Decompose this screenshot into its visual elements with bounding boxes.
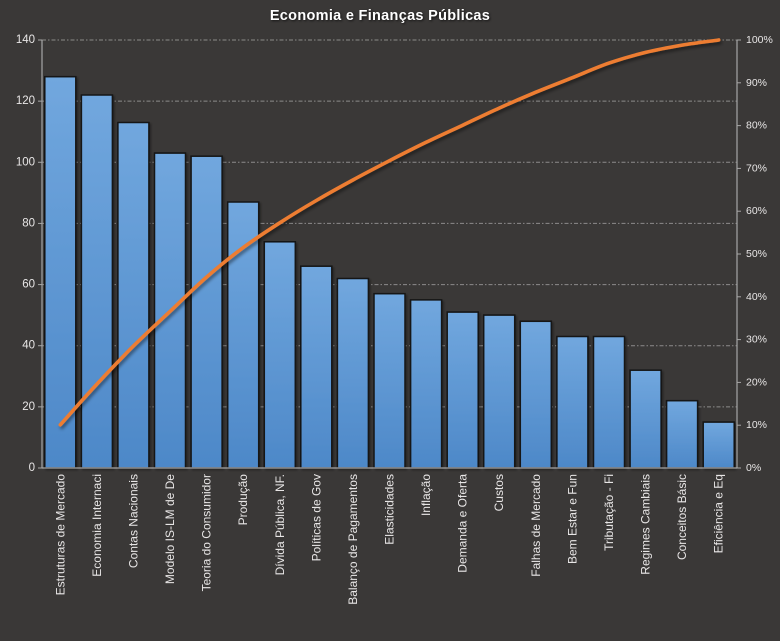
- bar[interactable]: [556, 335, 589, 469]
- bar[interactable]: [117, 121, 150, 469]
- x-axis-label: Inflação: [419, 474, 433, 516]
- y-axis-tick-label: 60: [22, 279, 35, 291]
- x-axis-label: Eficiência e Eq: [712, 474, 726, 553]
- y-axis-tick-label: 40: [22, 340, 35, 352]
- x-axis-label: Economia Internaci: [90, 474, 104, 577]
- y-axis-tick-label: 0: [29, 462, 35, 474]
- bar[interactable]: [409, 299, 443, 469]
- axes: [38, 39, 741, 469]
- bar[interactable]: [629, 369, 662, 469]
- y-axis-tick-label: 140: [16, 34, 35, 46]
- y2-axis-tick-label: 0%: [746, 462, 761, 474]
- x-axis-label: Demanda e Oferta: [456, 474, 470, 573]
- y2-axis-tick-label: 70%: [746, 162, 767, 174]
- bar[interactable]: [300, 265, 333, 469]
- bar[interactable]: [373, 292, 406, 469]
- x-axis-label: Conceitos Básic: [675, 474, 689, 560]
- bar[interactable]: [592, 335, 626, 469]
- x-axis-label: Dívida Pública, NF.: [273, 474, 287, 575]
- bar[interactable]: [190, 155, 223, 469]
- x-axis-label: Contas Nacionais: [126, 474, 140, 568]
- axis-labels: 0 20 40 60 80 100 120 140 0% 10% 20% 30% 40% 50% 60% 70…: [16, 34, 773, 605]
- x-axis-label: Falhas de Mercado: [529, 474, 543, 577]
- y2-axis-tick-label: 40%: [746, 291, 767, 303]
- bar[interactable]: [263, 241, 297, 469]
- y2-axis-tick-label: 100%: [746, 34, 773, 46]
- bar[interactable]: [80, 94, 114, 469]
- bar[interactable]: [702, 421, 735, 469]
- x-axis-label: Elasticidades: [383, 474, 397, 545]
- y-axis-tick-label: 20: [22, 401, 35, 413]
- y-axis-tick-label: 80: [22, 217, 35, 229]
- bar[interactable]: [446, 311, 479, 469]
- y2-axis-tick-label: 90%: [746, 77, 767, 89]
- cumulative-line[interactable]: [58, 38, 721, 427]
- x-axis-label: Estruturas de Mercado: [53, 474, 67, 596]
- x-axis-label: Balanço de Pagamentos: [346, 474, 360, 605]
- x-axis-label: Bem Estar e Fun: [565, 474, 579, 564]
- bar[interactable]: [519, 320, 553, 469]
- x-axis-label: Modelo IS-LM de De: [163, 474, 177, 584]
- y2-axis-tick-label: 20%: [746, 376, 767, 388]
- bar[interactable]: [482, 314, 516, 469]
- x-axis-label: Tributação - Fi: [602, 474, 616, 551]
- y2-axis-tick-label: 60%: [746, 205, 767, 217]
- x-axis-label: Políticas de Gov: [309, 474, 323, 561]
- y2-axis-tick-label: 10%: [746, 419, 767, 431]
- bar[interactable]: [665, 399, 699, 469]
- y-axis-tick-label: 100: [16, 156, 35, 168]
- x-axis-label: Custos: [492, 474, 506, 511]
- y2-axis-tick-label: 50%: [746, 248, 767, 260]
- x-axis-label: Regimes Cambiais: [639, 474, 653, 575]
- x-axis-label: Teoria do Consumidor: [200, 474, 214, 591]
- y2-axis-tick-label: 80%: [746, 120, 767, 132]
- x-axis-label: Produção: [236, 474, 250, 526]
- bar-series: [44, 75, 735, 469]
- y2-axis-tick-label: 30%: [746, 334, 767, 346]
- chart-title: Economia e Finanças Públicas: [269, 8, 491, 24]
- y-axis-tick-label: 120: [16, 95, 35, 107]
- bar[interactable]: [44, 75, 77, 469]
- bar[interactable]: [336, 277, 370, 469]
